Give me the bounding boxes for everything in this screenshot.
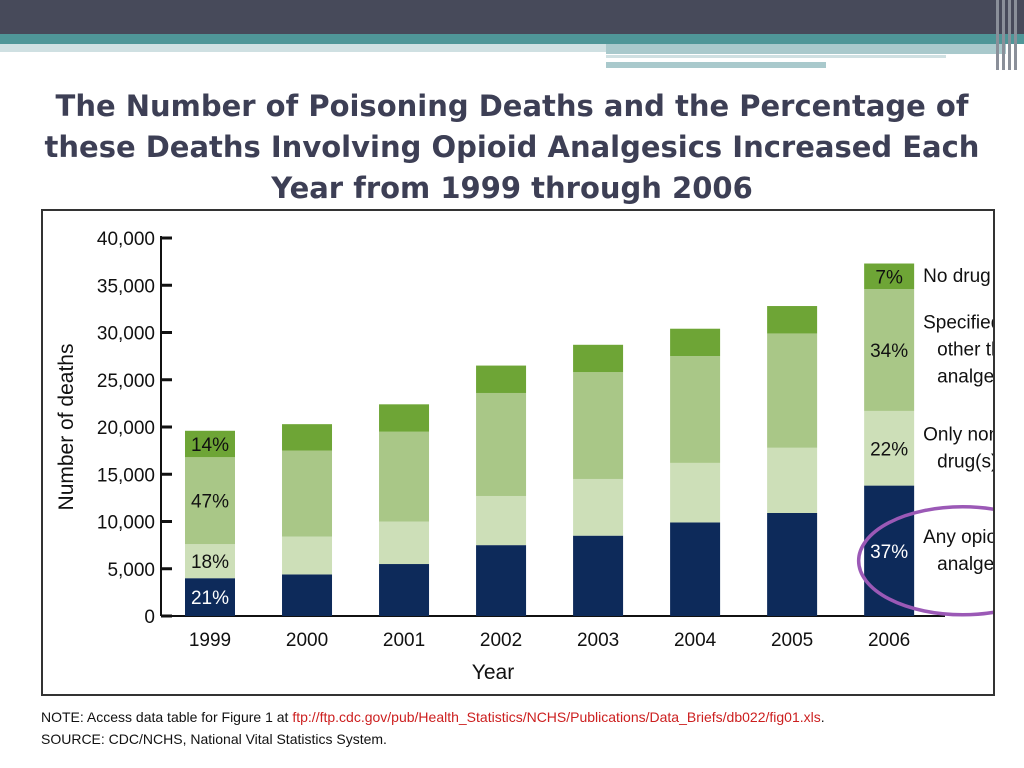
bar-segment [864, 485, 915, 616]
bar-segment [864, 289, 915, 411]
x-tick-label: 2000 [286, 630, 328, 651]
bar-data-label: 14% [191, 435, 229, 456]
bar-segment [282, 450, 333, 537]
x-tick-label: 2002 [480, 630, 522, 651]
legend-entry-label: analgesic [937, 554, 993, 575]
note-suffix: . [820, 709, 825, 725]
bar-segment [185, 457, 235, 545]
bar-segment [185, 430, 235, 458]
legend-entry-label: drug(s) [937, 451, 993, 472]
header-side-strips [994, 0, 1024, 70]
y-tick-label: 25,000 [97, 371, 155, 392]
legend-entry-label: other than opioid [937, 339, 993, 360]
bar-segment [864, 410, 915, 486]
bar-data-label: 47% [191, 492, 229, 513]
header-band-teal [0, 34, 1024, 44]
bar-segment [476, 365, 527, 393]
slide-title: The Number of Poisoning Deaths and the P… [40, 86, 984, 209]
bar-segment [476, 495, 527, 546]
bar-segment [767, 512, 818, 616]
bar-segment [282, 424, 333, 451]
x-axis-label: Year [472, 661, 514, 684]
legend-entry-label: No drug involved [923, 266, 993, 287]
source-line: SOURCE: CDC/NCHS, National Vital Statist… [41, 731, 387, 747]
bar-segment [185, 544, 235, 579]
x-tick-label: 2005 [771, 630, 813, 651]
legend-entry-label: Specified drug(s) [923, 312, 993, 333]
note-link[interactable]: ftp://ftp.cdc.gov/pub/Health_Statistics/… [292, 709, 821, 725]
y-tick-label: 10,000 [97, 513, 155, 534]
slide-title-line: The Number of Poisoning Deaths and the P… [55, 89, 969, 123]
header-band-light [606, 55, 946, 58]
y-tick-label: 30,000 [97, 324, 155, 345]
bar-segment [767, 447, 818, 513]
y-tick-label: 20,000 [97, 418, 155, 439]
y-tick-label: 35,000 [97, 276, 155, 297]
header-band-dark [0, 0, 1024, 34]
bar-segment [573, 344, 624, 373]
y-tick-label: 5,000 [107, 560, 155, 581]
chart-figure: 0 5,000 10,000 15,000 20,000 25,000 30,000 35,0… [41, 209, 995, 696]
bar-segment [476, 392, 527, 496]
bar-segment [282, 536, 333, 575]
highlight-circle [856, 505, 993, 617]
bar-data-label: 7% [875, 267, 903, 288]
x-tick-label: 2001 [383, 630, 425, 651]
legend-entry-label: Only nonspecified [923, 424, 993, 445]
bar-segment [864, 263, 915, 290]
figure-notes: NOTE: Access data table for Figure 1 at … [41, 706, 1001, 750]
bar-segment [476, 545, 527, 616]
bar-segment [282, 574, 333, 616]
bar-segment [670, 356, 721, 463]
x-tick-label: 2003 [577, 630, 619, 651]
bar-segment [379, 564, 430, 616]
bar-segment [185, 578, 235, 616]
slide-title-line: Year from 1999 through 2006 [271, 171, 753, 205]
bar-segment [573, 372, 624, 479]
bar-segment [670, 522, 721, 616]
x-tick-label: 1999 [189, 630, 231, 651]
header-band-light [606, 44, 1006, 54]
bar-segment [573, 478, 624, 536]
bar-segment [670, 462, 721, 523]
y-tick-label: 15,000 [97, 465, 155, 486]
y-tick-label: 40,000 [97, 229, 155, 250]
bar-segment [767, 306, 818, 334]
bar-data-label: 22% [870, 439, 908, 460]
bar-segment [573, 535, 624, 616]
bar-segment [670, 328, 721, 357]
bar-data-label: 18% [191, 552, 229, 573]
bar-segment [379, 431, 430, 522]
legend-entry-label: Any opioid [923, 527, 993, 548]
bar-data-label: 21% [191, 588, 229, 609]
x-tick-label: 2004 [674, 630, 717, 651]
bar-segment [379, 521, 430, 565]
bar-segment [379, 404, 430, 432]
stacked-bar-chart: 0 5,000 10,000 15,000 20,000 25,000 30,000 35,0… [55, 229, 993, 684]
bar-data-label: 34% [870, 341, 908, 362]
slide-title-line: these Deaths Involving Opioid Analgesics… [44, 130, 980, 164]
note-line: NOTE: Access data table for Figure 1 at … [41, 706, 1001, 728]
bar-data-label: 37% [870, 542, 908, 563]
header-band-light [0, 44, 606, 52]
bar-segment [767, 333, 818, 448]
x-tick-label: 2006 [868, 630, 910, 651]
note-prefix: NOTE: Access data table for Figure 1 at [41, 709, 293, 725]
y-tick-label: 0 [144, 607, 155, 628]
header-band-light [606, 62, 826, 68]
y-axis-label: Number of deaths [55, 344, 78, 511]
legend-entry-label: analgesics [937, 366, 993, 387]
